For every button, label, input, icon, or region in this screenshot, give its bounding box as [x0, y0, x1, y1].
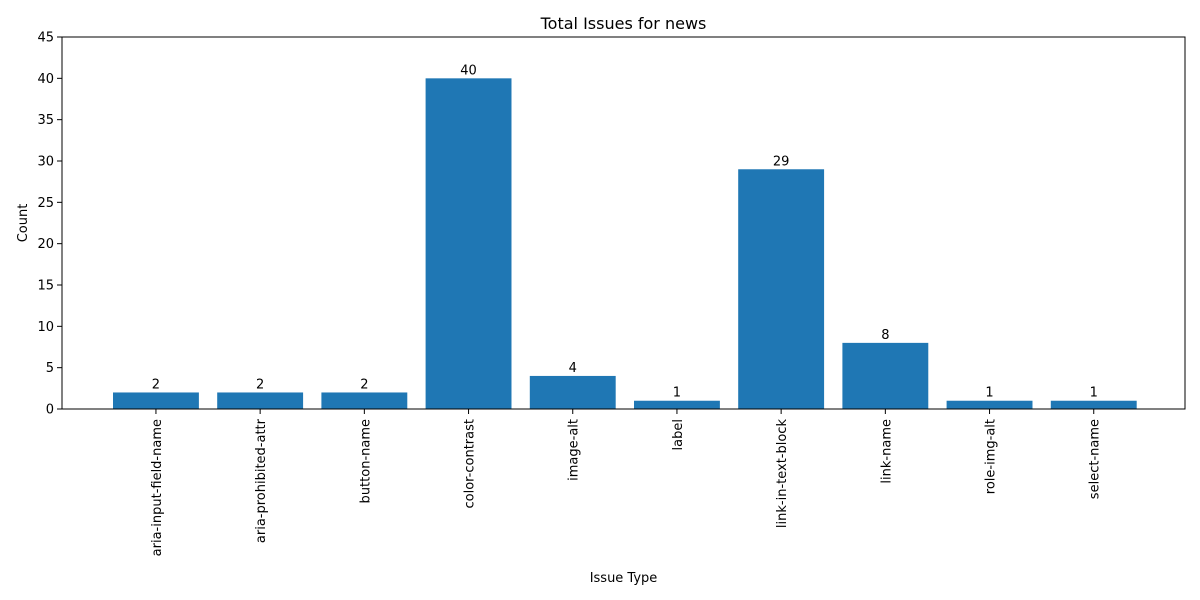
bar-value-label: 29: [773, 154, 790, 169]
x-tick-label: button-name: [358, 419, 373, 503]
x-tick-label: aria-input-field-name: [150, 419, 165, 556]
bar-value-label: 1: [673, 386, 681, 401]
bar-link-in-text-block: [738, 169, 825, 409]
bar-value-label: 1: [985, 386, 993, 401]
bar-label: [634, 400, 720, 409]
bar-value-label: 2: [256, 377, 264, 392]
plot-frame: [61, 36, 1186, 410]
x-axis: aria-input-field-name aria-prohibited-att…: [150, 409, 1103, 556]
x-tick-label: link-in-text-block: [775, 419, 790, 529]
y-tick-label: 35: [37, 113, 54, 128]
x-tick-label: color-contrast: [463, 419, 478, 509]
y-tick-label: 10: [37, 320, 54, 335]
x-tick-label: select-name: [1088, 419, 1103, 499]
y-tick-label: 40: [37, 72, 54, 87]
bar-link-name: [842, 342, 929, 409]
y-axis: 0 5 10 15 20 25 30 35 40 45: [37, 31, 62, 418]
bar-aria-prohibited-attr: [217, 392, 304, 409]
y-tick-label: 30: [37, 155, 54, 170]
bar-value-label: 40: [460, 63, 477, 78]
bar-value-label: 2: [360, 377, 368, 392]
bar-button-name: [321, 392, 408, 409]
data-labels-layer: 2 2 2 40 4 1 29 8 1 1: [152, 63, 1098, 400]
y-tick-label: 25: [37, 196, 54, 211]
x-tick-label: link-name: [879, 419, 894, 484]
bar-value-label: 2: [152, 377, 160, 392]
x-tick-label: role-img-alt: [984, 419, 999, 494]
y-tick-label: 0: [46, 403, 54, 418]
x-tick-label: label: [671, 419, 686, 450]
bar-color-contrast: [425, 78, 512, 409]
bar-value-label: 4: [569, 361, 577, 376]
y-tick-label: 15: [37, 279, 54, 294]
y-tick-label: 45: [37, 31, 54, 46]
x-axis-title: Issue Type: [590, 571, 658, 586]
y-axis-title: Count: [16, 204, 31, 243]
bar-value-label: 1: [1090, 386, 1098, 401]
bar-value-label: 8: [881, 328, 889, 343]
bar-image-alt: [529, 375, 616, 409]
y-tick-label: 20: [37, 237, 54, 252]
bars-layer: [113, 78, 1137, 409]
y-tick-label: 5: [46, 361, 54, 376]
x-tick-label: image-alt: [567, 419, 582, 481]
bar-select-name: [1050, 400, 1137, 409]
bar-aria-input-field-name: [113, 392, 199, 409]
bar-role-img-alt: [946, 400, 1033, 409]
x-tick-label: aria-prohibited-attr: [254, 418, 269, 543]
chart-title: Total Issues for news: [540, 14, 707, 33]
